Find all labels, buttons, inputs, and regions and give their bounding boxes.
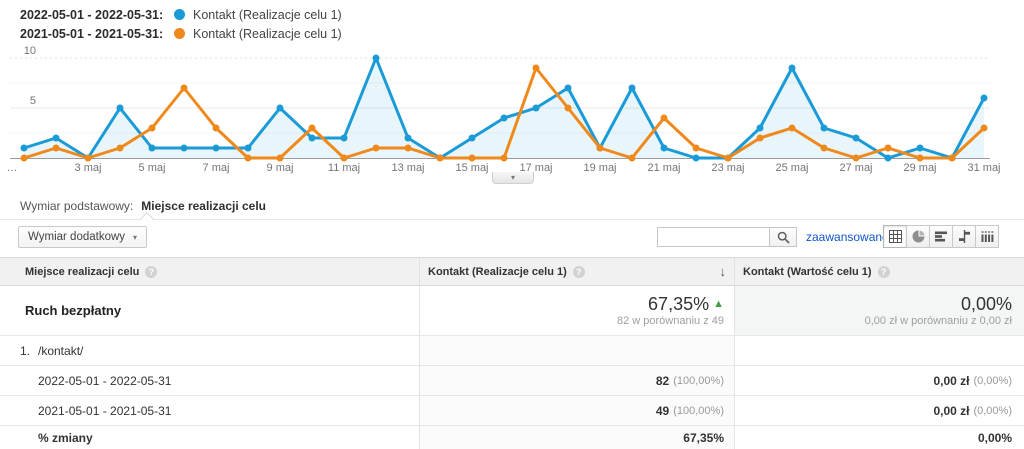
table-row: 2022-05-01 - 2022-05-31 82 (100,00%) 0,0… <box>0 366 1024 396</box>
goal-value-value: 0,00 zł <box>933 373 970 388</box>
svg-text:3 maj: 3 maj <box>75 162 102 174</box>
legend-row-2021: 2021-05-01 - 2021-05-31: Kontakt (Realiz… <box>20 24 342 43</box>
svg-text:21 maj: 21 maj <box>647 162 680 174</box>
summary-goal-completions: 67,35% ▲ 82 w porównaniu z 49 <box>420 286 735 335</box>
svg-text:19 maj: 19 maj <box>583 162 616 174</box>
chevron-down-icon: ▾ <box>133 232 138 242</box>
column-header-label: Kontakt (Realizacje celu 1) <box>428 265 567 278</box>
legend-date-range: 2022-05-01 - 2022-05-31: <box>20 7 164 22</box>
goal-completions-pct: (100,00%) <box>673 404 724 417</box>
pivot-view-button[interactable] <box>975 225 999 248</box>
svg-text:27 maj: 27 maj <box>839 162 872 174</box>
svg-text:9 maj: 9 maj <box>267 162 294 174</box>
search-icon <box>777 231 790 244</box>
svg-text:31 maj: 31 maj <box>967 162 1000 174</box>
summary-row: Ruch bezpłatny 67,35% ▲ 82 w porównaniu … <box>0 286 1024 336</box>
pivot-table-icon <box>981 231 993 242</box>
data-table: Miejsce realizacji celu ? Kontakt (Reali… <box>0 257 1024 449</box>
goal-value-change: 0,00% <box>977 430 1012 445</box>
svg-text:29 maj: 29 maj <box>903 162 936 174</box>
svg-text:7 maj: 7 maj <box>203 162 230 174</box>
chevron-down-icon: ▾ <box>510 172 515 182</box>
legend-date-range: 2021-05-01 - 2021-05-31: <box>20 26 164 41</box>
help-icon[interactable]: ? <box>572 265 585 278</box>
series-dot-orange-icon <box>174 28 185 39</box>
search-input[interactable] <box>657 227 769 247</box>
percent-change-label: % zmiany <box>38 430 93 445</box>
advanced-search-link[interactable]: zaawansowane <box>806 230 889 244</box>
sort-desc-icon: ↓ <box>719 264 727 279</box>
table-row: 1. /kontakt/ <box>0 336 1024 366</box>
percentage-view-button[interactable] <box>906 225 930 248</box>
summary-goal-completions-sub: 82 w porównaniu z 49 <box>616 314 724 327</box>
svg-text:23 maj: 23 maj <box>711 162 744 174</box>
legend-metric-label: Kontakt (Realizacje celu 1) <box>193 26 342 41</box>
summary-goal-value-sub: 0,00 zł w porównaniu z 0,00 zł <box>864 314 1012 327</box>
primary-dimension-bar: Wymiar podstawowy: Miejsce realizacji ce… <box>0 193 1024 227</box>
svg-text:…: … <box>7 162 18 174</box>
table-row: 2021-05-01 - 2021-05-31 49 (100,00%) 0,0… <box>0 396 1024 426</box>
summary-goal-value: 0,00% 0,00 zł w porównaniu z 0,00 zł <box>735 286 1024 335</box>
svg-text:13 maj: 13 maj <box>391 162 424 174</box>
goal-completions-value: 82 <box>655 373 670 388</box>
svg-text:17 maj: 17 maj <box>519 162 552 174</box>
comparison-bars-icon <box>958 230 970 243</box>
svg-text:5: 5 <box>30 95 36 107</box>
trend-up-icon: ▲ <box>713 297 724 310</box>
help-icon[interactable]: ? <box>877 265 890 278</box>
summary-goal-completions-value: 67,35% <box>648 293 710 314</box>
table-toolbar: Wymiar dodatkowy ▾ zaawansowane <box>0 220 1024 257</box>
goal-completions-value: 49 <box>655 403 670 418</box>
goal-completions-pct: (100,00%) <box>673 374 724 387</box>
secondary-dimension-button-label: Wymiar dodatkowy <box>28 231 126 243</box>
view-switcher <box>883 225 999 248</box>
series-dot-blue-icon <box>174 9 185 20</box>
date-range-label: 2021-05-01 - 2021-05-31 <box>38 403 172 418</box>
horizontal-bars-icon <box>934 231 947 242</box>
svg-text:25 maj: 25 maj <box>775 162 808 174</box>
row-index: 1. <box>20 343 31 358</box>
goal-value-pct: (0,00%) <box>973 374 1012 387</box>
comparison-view-button[interactable] <box>952 225 976 248</box>
summary-dimension: Ruch bezpłatny <box>0 286 420 335</box>
summary-dimension-label: Ruch bezpłatny <box>25 303 122 318</box>
column-header-goal-completions[interactable]: Kontakt (Realizacje celu 1) ? ↓ <box>420 258 735 285</box>
chart-collapse-handle[interactable]: ▾ <box>492 172 534 184</box>
help-icon[interactable]: ? <box>145 265 158 278</box>
goal-completions-change: 67,35% <box>683 430 724 445</box>
column-header-dimension[interactable]: Miejsce realizacji celu ? <box>0 258 420 285</box>
dimension-value: /kontakt/ <box>38 343 84 358</box>
svg-text:10: 10 <box>24 45 36 57</box>
data-table-view-button[interactable] <box>883 225 907 248</box>
date-range-label: 2022-05-01 - 2022-05-31 <box>38 373 172 388</box>
search-button[interactable] <box>769 227 797 247</box>
goal-value-pct: (0,00%) <box>973 404 1012 417</box>
svg-text:15 maj: 15 maj <box>455 162 488 174</box>
svg-text:11 maj: 11 maj <box>328 162 360 174</box>
table-row-percent-change: % zmiany 67,35% 0,00% <box>0 426 1024 449</box>
dimension-tab-miejsce-realizacji-celu[interactable]: Miejsce realizacji celu <box>141 199 267 213</box>
legend-metric-label: Kontakt (Realizacje celu 1) <box>193 7 342 22</box>
summary-goal-value-value: 0,00% <box>960 293 1012 314</box>
primary-dimension-label: Wymiar podstawowy: <box>20 199 134 213</box>
chart-legend: 2022-05-01 - 2022-05-31: Kontakt (Realiz… <box>20 5 342 43</box>
column-header-goal-value[interactable]: Kontakt (Wartość celu 1) ? <box>735 258 1024 285</box>
table-header-row: Miejsce realizacji celu ? Kontakt (Reali… <box>0 258 1024 286</box>
table-grid-icon <box>888 230 902 243</box>
pie-chart-icon <box>912 230 924 243</box>
column-header-label: Miejsce realizacji celu <box>25 265 140 278</box>
secondary-dimension-button[interactable]: Wymiar dodatkowy ▾ <box>18 226 148 248</box>
goal-value-value: 0,00 zł <box>933 403 970 418</box>
column-header-label: Kontakt (Wartość celu 1) <box>743 265 872 278</box>
legend-row-2022: 2022-05-01 - 2022-05-31: Kontakt (Realiz… <box>20 5 342 24</box>
svg-text:5 maj: 5 maj <box>139 162 166 174</box>
performance-view-button[interactable] <box>929 225 953 248</box>
timeline-chart[interactable]: 5 10 … 3 maj 5 maj 7 maj 9 maj 11 maj 13 maj 15 m… <box>0 45 1024 175</box>
